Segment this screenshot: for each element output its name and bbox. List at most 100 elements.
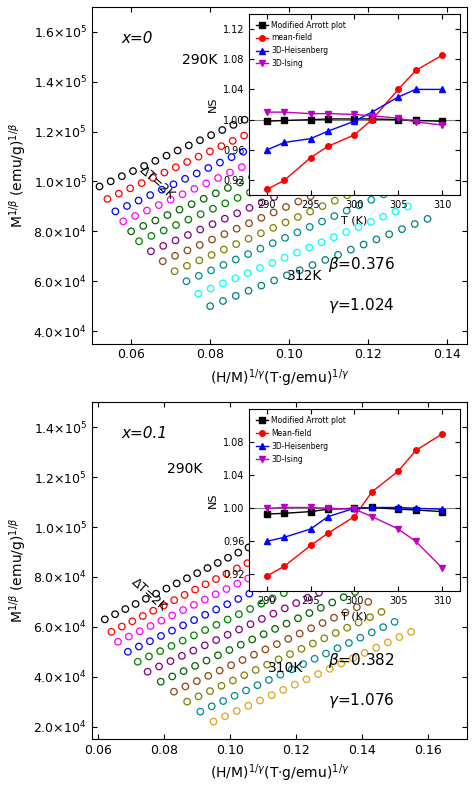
Point — [333, 133, 340, 146]
Point — [297, 103, 305, 115]
Point — [254, 551, 262, 564]
Point — [107, 175, 115, 187]
Point — [373, 642, 380, 654]
Point — [293, 226, 301, 239]
Point — [270, 206, 277, 219]
Point — [209, 202, 217, 215]
Point — [164, 209, 171, 221]
Point — [262, 643, 269, 656]
Point — [231, 690, 238, 702]
Point — [213, 619, 220, 631]
Point — [185, 139, 192, 152]
Point — [246, 603, 254, 615]
Point — [212, 588, 219, 600]
Point — [224, 551, 232, 564]
Point — [129, 165, 137, 177]
Point — [121, 603, 129, 615]
Point — [353, 601, 361, 614]
Point — [273, 145, 281, 157]
Point — [254, 679, 261, 691]
Point — [424, 213, 431, 225]
Point — [252, 664, 259, 676]
Point — [317, 601, 325, 614]
Point — [355, 616, 362, 629]
Point — [282, 201, 290, 214]
Point — [245, 233, 252, 245]
Point — [234, 577, 241, 590]
Point — [196, 223, 204, 236]
Point — [268, 256, 276, 269]
Point — [367, 194, 375, 206]
Point — [297, 134, 305, 146]
Point — [195, 150, 202, 163]
Point — [203, 654, 210, 667]
Point — [273, 638, 281, 650]
Point — [212, 573, 220, 585]
Point — [252, 124, 259, 137]
Point — [131, 210, 139, 222]
Point — [160, 599, 167, 611]
Point — [219, 694, 227, 707]
Point — [191, 583, 199, 596]
Point — [245, 699, 252, 712]
Point — [295, 180, 302, 192]
Point — [190, 599, 198, 611]
Point — [360, 238, 367, 251]
Point — [283, 170, 291, 183]
Point — [355, 221, 362, 233]
Point — [349, 652, 357, 664]
Point — [201, 639, 209, 652]
Point — [138, 176, 146, 189]
Point — [306, 205, 314, 218]
Point — [256, 242, 264, 255]
Text: ΔT=2K: ΔT=2K — [129, 576, 170, 614]
Point — [384, 636, 392, 649]
Point — [276, 668, 284, 681]
Point — [118, 170, 126, 183]
Point — [338, 576, 346, 589]
Point — [233, 207, 241, 220]
Point — [216, 664, 223, 677]
Point — [367, 215, 374, 228]
Point — [168, 640, 175, 653]
Point — [246, 202, 253, 214]
Point — [235, 547, 242, 559]
Point — [270, 191, 278, 203]
Point — [159, 255, 166, 267]
Point — [319, 169, 327, 182]
Point — [139, 220, 147, 233]
Point — [241, 113, 248, 126]
Point — [170, 594, 178, 607]
Point — [160, 224, 167, 237]
Point — [174, 144, 182, 157]
Point — [379, 621, 387, 634]
Point — [283, 617, 290, 630]
Point — [193, 675, 201, 687]
Point — [197, 706, 204, 718]
Point — [296, 627, 303, 640]
Point — [219, 123, 226, 136]
Point — [286, 123, 293, 136]
Point — [170, 178, 177, 191]
Point — [392, 205, 399, 218]
Point — [275, 541, 283, 554]
Point — [191, 660, 199, 672]
Point — [271, 176, 278, 188]
Point — [284, 633, 292, 645]
Point — [356, 168, 364, 181]
Point — [128, 225, 135, 237]
Point — [308, 159, 315, 172]
Text: 290K: 290K — [182, 53, 217, 67]
Point — [197, 208, 204, 221]
Point — [380, 172, 388, 185]
Point — [298, 642, 305, 655]
Point — [184, 214, 192, 226]
Point — [306, 607, 313, 619]
Point — [274, 129, 282, 142]
Point — [331, 179, 339, 191]
Point — [216, 157, 224, 169]
Point — [284, 154, 292, 167]
Point — [172, 161, 180, 173]
Point — [282, 216, 289, 229]
Point — [322, 647, 330, 660]
